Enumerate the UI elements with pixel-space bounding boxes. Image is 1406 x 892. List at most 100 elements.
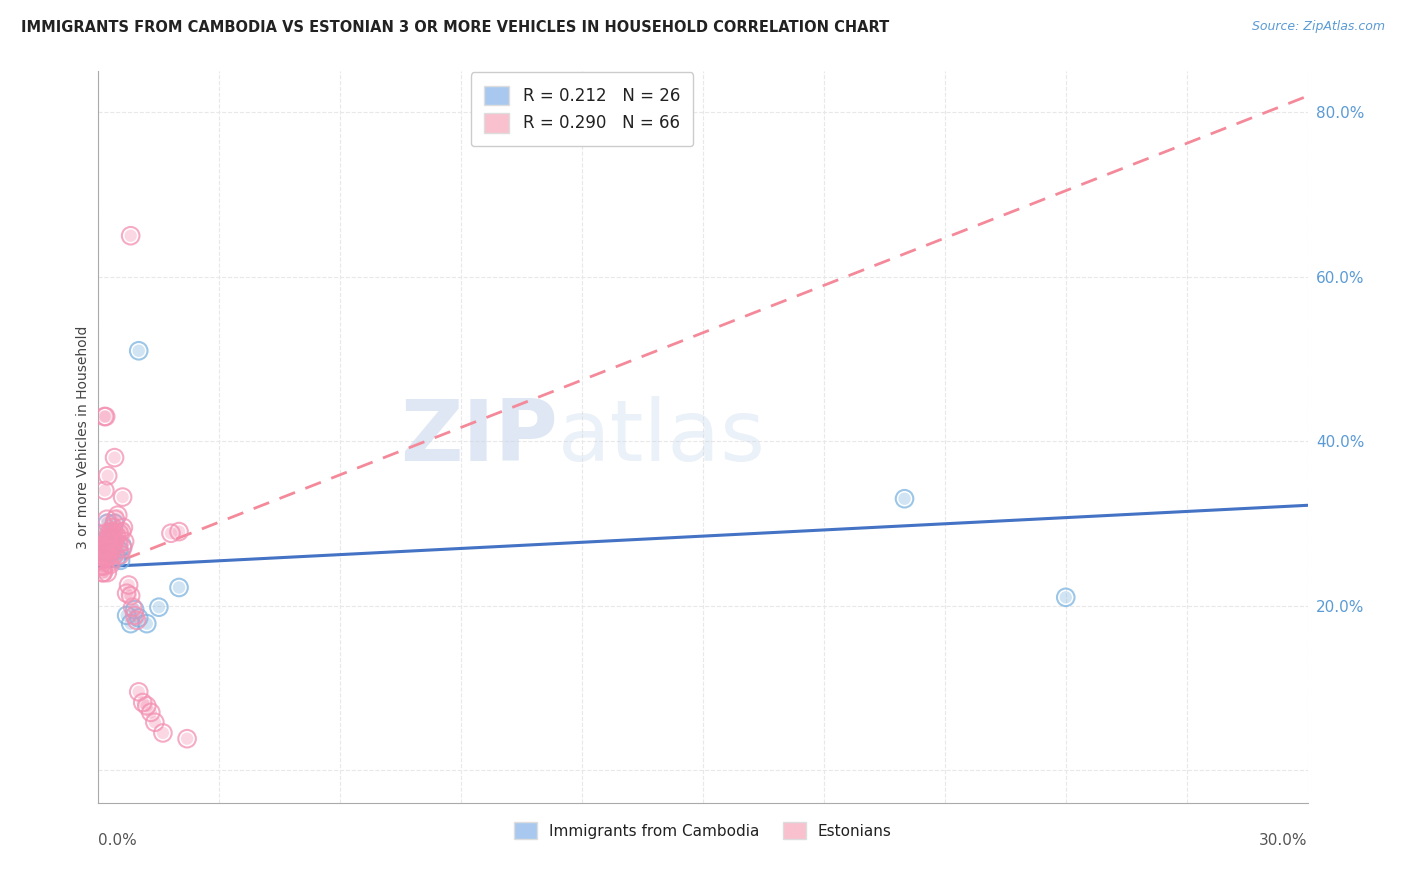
Point [91,545,114,559]
Point [112,520,135,534]
Point [893,491,915,506]
Point [167,581,190,595]
Point [100,524,122,539]
Point [94,483,117,498]
Point [118,578,141,592]
Point [90,541,112,555]
Point [94,483,117,498]
Point [167,524,190,539]
Point [96,516,118,531]
Point [114,534,136,549]
Point [115,586,138,600]
Point [124,608,146,623]
Text: ZIP: ZIP [401,395,558,479]
Point [98,556,121,570]
Point [132,696,155,710]
Point [100,537,122,551]
Point [103,526,125,541]
Point [1054,591,1077,605]
Point [167,524,190,539]
Point [93,545,115,559]
Point [107,537,129,551]
Point [98,545,121,559]
Point [893,491,915,506]
Point [120,589,142,603]
Point [96,516,118,531]
Point [91,549,114,564]
Point [124,602,146,616]
Point [105,550,128,565]
Point [97,534,120,549]
Point [98,548,121,562]
Point [114,534,136,549]
Point [96,542,118,557]
Point [105,529,128,543]
Point [105,529,128,543]
Point [96,512,118,526]
Point [1054,591,1077,605]
Point [101,534,124,549]
Point [107,537,129,551]
Point [135,698,157,713]
Point [100,526,122,541]
Point [107,508,129,523]
Point [107,542,129,557]
Point [124,608,146,623]
Point [108,526,131,541]
Point [101,534,124,549]
Point [111,541,134,555]
Point [94,526,117,541]
Point [100,537,122,551]
Point [94,541,117,555]
Point [120,616,142,631]
Point [118,578,141,592]
Point [148,600,170,615]
Point [111,541,134,555]
Text: atlas: atlas [558,395,766,479]
Point [111,524,134,539]
Point [139,706,162,720]
Point [96,537,118,551]
Point [111,524,134,539]
Point [94,409,117,424]
Point [128,343,150,358]
Point [100,558,122,572]
Point [120,616,142,631]
Point [93,559,115,574]
Point [115,608,138,623]
Point [96,550,118,565]
Point [104,512,127,526]
Point [90,553,112,567]
Point [135,616,157,631]
Point [143,715,166,730]
Point [90,541,112,555]
Point [93,540,115,554]
Point [132,696,155,710]
Point [91,566,114,580]
Point [93,545,115,559]
Point [120,589,142,603]
Point [97,542,120,557]
Point [103,516,125,531]
Point [98,545,121,559]
Point [160,526,183,541]
Point [100,533,122,547]
Text: 0.0%: 0.0% [98,833,138,848]
Point [120,228,142,243]
Point [96,566,118,580]
Point [128,611,150,625]
Point [103,548,125,562]
Point [108,526,131,541]
Point [100,526,122,541]
Point [90,545,112,559]
Point [93,559,115,574]
Point [91,542,114,557]
Point [115,586,138,600]
Point [97,542,120,557]
Point [96,537,118,551]
Point [143,715,166,730]
Point [97,526,120,541]
Point [93,409,115,424]
Point [125,613,148,627]
Point [103,534,125,549]
